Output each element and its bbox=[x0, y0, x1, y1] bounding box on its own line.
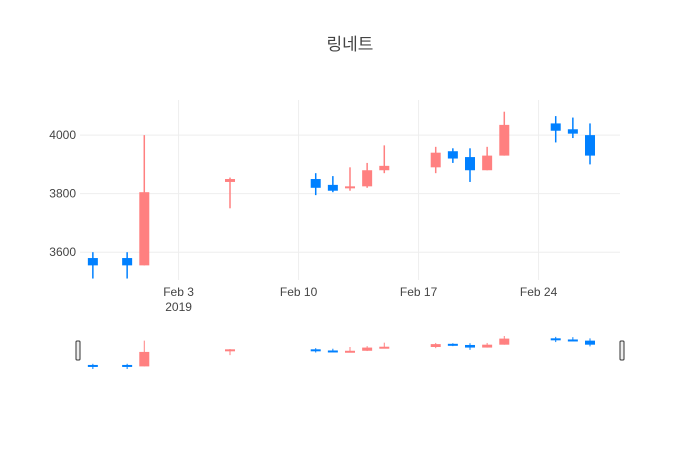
candlestick bbox=[567, 117, 578, 139]
slider-candle bbox=[122, 363, 133, 369]
slider-candle-body bbox=[225, 349, 235, 352]
slider-candle bbox=[585, 338, 595, 347]
candle-body bbox=[482, 155, 493, 171]
candlestick bbox=[139, 135, 150, 266]
slider-candle-body bbox=[327, 350, 338, 353]
slider-candle bbox=[482, 342, 493, 348]
slider-candle-body bbox=[567, 339, 578, 342]
slider-candle-body bbox=[87, 364, 98, 367]
candlestick bbox=[122, 252, 133, 279]
slider-candle bbox=[225, 349, 235, 356]
slider-candle bbox=[139, 340, 150, 367]
slider-candle bbox=[447, 343, 458, 347]
slider-candle-body bbox=[310, 349, 321, 352]
slider-candle bbox=[550, 336, 561, 343]
slider-candle bbox=[87, 363, 98, 369]
slider-candle-body bbox=[379, 346, 390, 349]
candle-body bbox=[87, 258, 98, 266]
chart-title: 링네트 bbox=[327, 35, 374, 54]
candlestick bbox=[465, 148, 475, 182]
candlestick bbox=[447, 148, 458, 163]
slider-candle-body bbox=[499, 338, 510, 345]
candle-body bbox=[585, 135, 595, 156]
candle-body bbox=[139, 192, 150, 266]
candlestick bbox=[225, 177, 235, 209]
slider-candle-body bbox=[465, 344, 475, 348]
candlestick bbox=[310, 173, 321, 196]
candle-body bbox=[362, 170, 373, 187]
candlestick bbox=[327, 176, 338, 193]
candlestick bbox=[87, 252, 98, 279]
candlestick bbox=[482, 146, 493, 171]
x-tick-label: Feb 17 bbox=[400, 285, 438, 299]
candle-body bbox=[430, 152, 441, 168]
candle-body bbox=[327, 184, 338, 191]
grid-layer bbox=[80, 100, 620, 280]
candlestick bbox=[585, 123, 595, 165]
slider-candle bbox=[362, 346, 373, 352]
candle-body bbox=[465, 157, 475, 171]
candlestick bbox=[345, 167, 355, 191]
y-tick-label: 4000 bbox=[49, 128, 76, 142]
candle-body bbox=[379, 165, 390, 171]
candlestick bbox=[499, 111, 510, 156]
x-tick-label: Feb 10 bbox=[280, 285, 318, 299]
slider-handle-right[interactable] bbox=[619, 340, 625, 361]
candlestick bbox=[379, 145, 390, 174]
slider-candle bbox=[499, 336, 510, 345]
slider-candle bbox=[567, 337, 578, 342]
candlestick bbox=[550, 116, 561, 143]
candle-body bbox=[447, 151, 458, 159]
slider-candle-body bbox=[430, 344, 441, 347]
slider-candle-body bbox=[585, 340, 595, 345]
y-tick-label: 3600 bbox=[49, 245, 76, 259]
slider-candle-body bbox=[139, 351, 150, 367]
candle-body bbox=[499, 124, 510, 156]
candle-body bbox=[122, 258, 133, 266]
candle-body bbox=[550, 123, 561, 131]
candle-body bbox=[310, 179, 321, 188]
slider-candle-body bbox=[482, 344, 493, 348]
x-tick-label: Feb 24 bbox=[520, 285, 558, 299]
candlestick bbox=[430, 146, 441, 174]
slider-candle bbox=[379, 342, 390, 349]
y-tick-label: 3800 bbox=[49, 187, 76, 201]
slider-candle bbox=[345, 347, 355, 353]
range-slider[interactable] bbox=[75, 336, 625, 369]
candle-body bbox=[225, 179, 235, 182]
candle-body bbox=[567, 129, 578, 134]
candlestick bbox=[362, 162, 373, 188]
slider-candle-body bbox=[362, 347, 373, 351]
slider-candle bbox=[310, 348, 321, 353]
slider-candle-body bbox=[345, 350, 355, 353]
slider-candle bbox=[430, 342, 441, 349]
slider-candle-body bbox=[122, 364, 133, 367]
x-tick-sublabel: 2019 bbox=[165, 300, 192, 314]
slider-candle bbox=[327, 348, 338, 353]
slider-handle-left[interactable] bbox=[75, 340, 81, 361]
slider-candle-body bbox=[550, 338, 561, 341]
candle-layer bbox=[87, 111, 595, 279]
x-tick-label: Feb 3 bbox=[163, 285, 194, 299]
slider-candle bbox=[465, 343, 475, 350]
slider-candle-body bbox=[447, 343, 458, 346]
candle-body bbox=[345, 186, 355, 189]
